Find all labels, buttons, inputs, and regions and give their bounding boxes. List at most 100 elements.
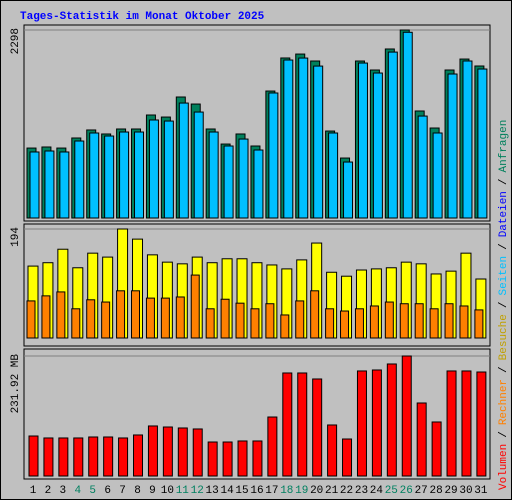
bar xyxy=(282,372,293,477)
bar xyxy=(44,150,55,219)
x-tick-label: 14 xyxy=(220,485,234,497)
x-tick-label: 27 xyxy=(415,485,428,497)
x-tick-label: 2 xyxy=(45,485,52,497)
x-tick-label: 24 xyxy=(370,485,384,497)
bar xyxy=(101,301,111,339)
bar xyxy=(235,302,245,339)
bar xyxy=(399,303,409,339)
bar xyxy=(147,425,158,477)
bar xyxy=(148,119,159,219)
bar xyxy=(175,296,185,339)
legend-label: Volumen xyxy=(498,444,510,490)
bar xyxy=(116,290,126,339)
bar xyxy=(402,31,413,219)
x-tick-label: 13 xyxy=(206,485,219,497)
bar xyxy=(88,436,99,477)
bar xyxy=(414,303,424,339)
legend: Volumen / Rechner / Besuche / Seiten / Dateien / A… xyxy=(498,120,510,490)
legend-separator: / xyxy=(498,178,510,185)
bar xyxy=(237,440,248,477)
bar xyxy=(29,151,40,219)
bar xyxy=(58,437,69,477)
x-tick-label: 19 xyxy=(295,485,308,497)
bar xyxy=(447,73,458,219)
bar xyxy=(43,437,54,477)
bar xyxy=(343,161,354,219)
bar xyxy=(265,303,275,339)
x-tick-label: 20 xyxy=(310,485,323,497)
bar xyxy=(444,303,454,339)
bar xyxy=(253,149,264,219)
bar xyxy=(327,424,338,477)
bar xyxy=(429,308,439,339)
bar xyxy=(208,131,219,219)
x-tick-label: 18 xyxy=(280,485,293,497)
x-tick-label: 28 xyxy=(430,485,443,497)
bar xyxy=(145,297,155,339)
legend-label: Rechner xyxy=(498,379,510,425)
x-tick-label: 22 xyxy=(340,485,353,497)
bar xyxy=(252,440,263,477)
chart-title: Tages-Statistik im Monat Oktober 2025 xyxy=(20,11,265,23)
legend-separator: / xyxy=(498,431,510,438)
x-tick-label: 31 xyxy=(474,485,488,497)
bar xyxy=(295,300,305,339)
bar xyxy=(298,57,309,219)
bar xyxy=(74,140,85,219)
bar xyxy=(71,308,81,339)
x-tick-label: 6 xyxy=(104,485,111,497)
bar xyxy=(386,363,397,477)
bar xyxy=(133,434,144,477)
bar xyxy=(86,299,96,339)
x-tick-label: 21 xyxy=(325,485,339,497)
bar xyxy=(354,308,364,339)
x-tick-label: 16 xyxy=(250,485,263,497)
bar xyxy=(190,274,200,339)
bar xyxy=(459,305,469,339)
x-tick-label: 15 xyxy=(235,485,248,497)
bar xyxy=(416,402,427,477)
x-tick-label: 26 xyxy=(400,485,413,497)
bar xyxy=(356,370,367,477)
bar xyxy=(431,421,442,477)
bar xyxy=(89,132,100,219)
bar xyxy=(160,297,170,339)
bar xyxy=(178,102,189,219)
bar xyxy=(162,426,173,477)
bar xyxy=(268,92,279,219)
bar xyxy=(223,145,234,219)
bar xyxy=(131,290,141,339)
bar xyxy=(73,437,84,477)
bar xyxy=(163,120,174,219)
bar xyxy=(134,131,145,219)
legend-label: Seiten xyxy=(498,256,510,296)
bar xyxy=(401,355,412,477)
x-tick-label: 4 xyxy=(74,485,81,497)
bar xyxy=(104,135,115,219)
bar xyxy=(384,301,394,339)
bar xyxy=(371,369,382,477)
x-tick-label: 17 xyxy=(265,485,278,497)
y-tick-label: 231.92 MB xyxy=(10,354,22,414)
x-tick-label: 25 xyxy=(385,485,398,497)
bar xyxy=(340,310,350,339)
bar xyxy=(417,115,428,219)
bar xyxy=(119,131,130,219)
x-tick-label: 23 xyxy=(355,485,368,497)
bar xyxy=(56,291,66,339)
x-tick-label: 30 xyxy=(459,485,472,497)
x-tick-label: 29 xyxy=(444,485,457,497)
bar xyxy=(432,132,443,219)
bar xyxy=(313,65,324,219)
bar xyxy=(372,72,383,219)
x-tick-label: 11 xyxy=(176,485,190,497)
bar xyxy=(103,436,114,477)
legend-label: Anfragen xyxy=(498,120,510,173)
bar xyxy=(26,300,36,339)
bar xyxy=(205,308,215,339)
bar xyxy=(267,416,278,477)
bar xyxy=(250,308,260,339)
bar xyxy=(387,51,398,219)
bar xyxy=(59,151,70,219)
bar xyxy=(238,138,249,219)
